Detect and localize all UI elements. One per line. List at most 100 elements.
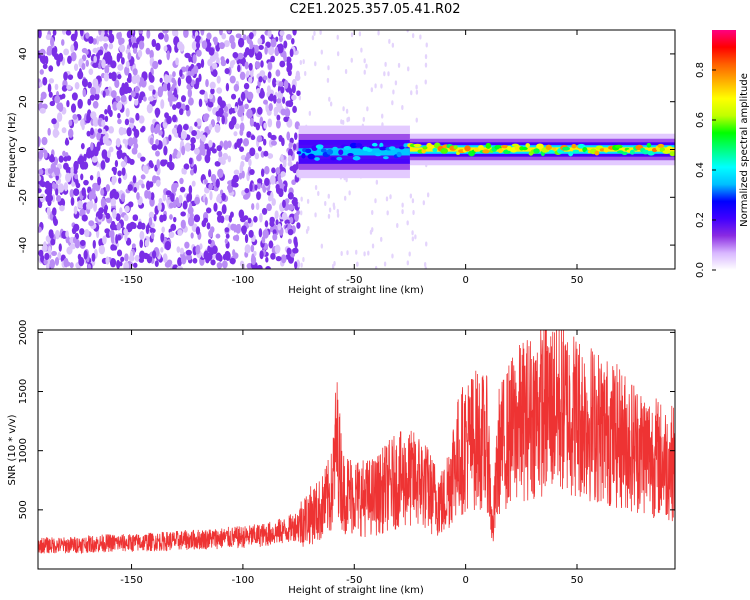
snr-y-axis-label: SNR (10 * v/v) bbox=[7, 414, 18, 485]
spectrogram-cell bbox=[272, 233, 278, 241]
spectrogram-cell bbox=[147, 190, 152, 200]
x-tick-label: -100 bbox=[232, 575, 255, 586]
spectrogram-cell bbox=[78, 256, 85, 267]
spectrogram-cell bbox=[394, 80, 398, 86]
spectrogram-cell bbox=[212, 69, 218, 77]
spectrogram-cell bbox=[219, 30, 223, 36]
spectrogram-cell bbox=[237, 109, 244, 118]
spectrogram-cell bbox=[97, 49, 104, 56]
spectrogram-cell bbox=[97, 128, 103, 134]
spectrogram-cell bbox=[115, 213, 121, 222]
spectrogram-cell bbox=[250, 244, 255, 253]
spectrogram-cell bbox=[103, 72, 109, 82]
spectrogram-cell bbox=[154, 260, 159, 268]
spectrogram-cell bbox=[283, 40, 288, 49]
spectrogram-cell bbox=[45, 34, 52, 41]
spectrogram-cell bbox=[108, 229, 115, 238]
spectrogram-cell bbox=[141, 125, 146, 132]
spectrogram-cell bbox=[116, 234, 122, 241]
spectrogram-cell bbox=[407, 66, 410, 72]
spectrogram-cell bbox=[217, 214, 223, 223]
spectrogram-cell bbox=[172, 30, 177, 37]
spectrogram-cell bbox=[176, 126, 181, 134]
spectrogram-cell bbox=[411, 33, 415, 39]
spectrogram-cell bbox=[259, 250, 264, 260]
spectrogram-cell bbox=[180, 211, 186, 217]
spectrogram-cell bbox=[164, 74, 170, 84]
spectrogram-cell bbox=[305, 148, 312, 154]
spectrogram-cell bbox=[49, 100, 56, 107]
spectrogram-cell bbox=[116, 222, 122, 231]
spectrogram-cell bbox=[101, 59, 106, 69]
spectrogram-cell bbox=[233, 223, 237, 233]
spectrogram-cell bbox=[415, 89, 419, 95]
spectrogram-cell bbox=[254, 152, 260, 160]
colorbar-label: Normalized spectral amplitude bbox=[739, 73, 750, 227]
spectrogram-cell bbox=[160, 232, 165, 243]
spectrogram-cell bbox=[204, 91, 208, 101]
spectrogram-cell bbox=[292, 30, 297, 36]
spectrogram-cell bbox=[221, 260, 228, 269]
spectrogram-cell bbox=[138, 30, 144, 34]
spectrogram-cell bbox=[300, 210, 303, 216]
spectrogram-cell bbox=[117, 64, 124, 71]
spectrogram-cell bbox=[329, 101, 333, 107]
spectrogram-cell bbox=[297, 202, 301, 208]
spectrogram-cell bbox=[177, 229, 183, 236]
spectrogram-cell bbox=[77, 98, 83, 109]
spectrogram-cell bbox=[151, 250, 157, 259]
spectrogram-cell bbox=[141, 183, 145, 189]
spectrogram-cell bbox=[92, 100, 99, 109]
spectrogram-cell bbox=[485, 142, 492, 149]
spectrogram-cell bbox=[111, 220, 116, 227]
spectrogram-cell bbox=[283, 116, 289, 123]
spectrogram-cell bbox=[258, 76, 263, 83]
spectrogram-cell bbox=[384, 61, 387, 67]
x-tick-label: -150 bbox=[120, 275, 143, 286]
spectrogram-cell bbox=[188, 157, 193, 165]
spectrogram-cell bbox=[371, 210, 374, 216]
spectrogram-cell bbox=[133, 142, 139, 150]
spectrogram-cell bbox=[350, 32, 354, 38]
spectrogram-cell bbox=[222, 152, 229, 161]
spectrogram-cell bbox=[91, 252, 96, 262]
spectrogram-cell bbox=[300, 262, 303, 268]
spectrogram-cell bbox=[124, 66, 130, 76]
spectrogram-cell bbox=[209, 190, 213, 201]
spectrogram-cell bbox=[58, 155, 64, 163]
spectrogram-cell bbox=[249, 182, 253, 192]
spectrogram-cell bbox=[497, 148, 504, 154]
spectrogram-cell bbox=[401, 105, 404, 111]
y-tick-label: 500 bbox=[18, 500, 29, 519]
spectrogram-cell bbox=[249, 168, 255, 175]
spectrogram-cell bbox=[274, 210, 279, 220]
spectrogram-cell bbox=[349, 142, 358, 149]
spectrogram-cell bbox=[136, 224, 143, 230]
spectrogram-cell bbox=[186, 84, 191, 90]
spectrogram-cell bbox=[185, 254, 193, 261]
spectrogram-cell bbox=[41, 54, 47, 65]
spectrogram-cell bbox=[478, 145, 484, 149]
spectrogram-cell bbox=[104, 156, 110, 163]
spectrogram-cell bbox=[38, 226, 42, 233]
spectrogram-cell bbox=[121, 127, 127, 135]
x-tick-label: -100 bbox=[232, 275, 255, 286]
spectrogram-cell bbox=[149, 137, 154, 146]
colorbar-scale bbox=[712, 30, 736, 270]
spectrogram-cell bbox=[38, 168, 44, 176]
spectrogram-cell bbox=[112, 245, 118, 251]
spectrogram-cell bbox=[142, 165, 149, 173]
spectrogram-cell bbox=[235, 223, 241, 234]
spectrogram-cell bbox=[110, 60, 117, 69]
spectrogram-cell bbox=[200, 58, 205, 68]
spectrogram-cell bbox=[374, 198, 377, 204]
spectrogram-cell bbox=[175, 101, 182, 109]
x-tick-label: 0 bbox=[462, 275, 468, 286]
spectrogram-cell bbox=[244, 244, 251, 254]
spectrogram-cell bbox=[88, 68, 94, 75]
spectrogram-cell bbox=[85, 59, 89, 67]
spectrogram-cell bbox=[39, 81, 43, 88]
spectrogram-cell bbox=[180, 254, 187, 265]
spectrogram-cell bbox=[101, 149, 108, 160]
